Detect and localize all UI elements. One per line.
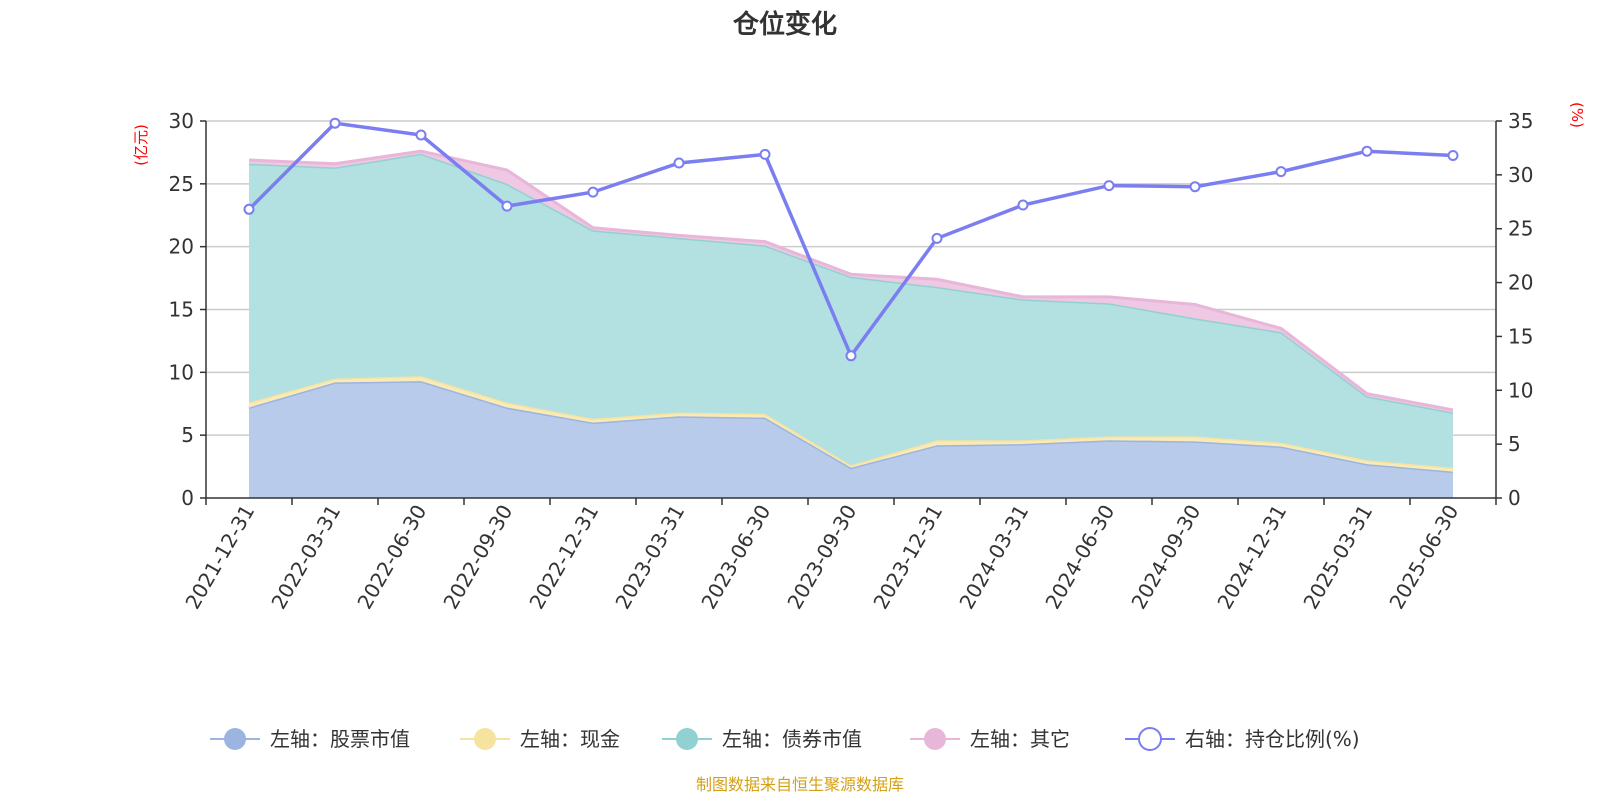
chart-title: 仓位变化	[732, 9, 837, 40]
x-axis-tick-label: 2023-03-31	[610, 501, 689, 614]
left-axis-tick-label: 20	[169, 235, 194, 259]
x-axis-tick-label: 2024-06-30	[1040, 501, 1119, 614]
legend-item: 左轴：股票市值	[210, 727, 410, 751]
left-axis-tick-label: 0	[181, 486, 194, 510]
position-ratio-point	[1361, 145, 1373, 157]
left-axis-tick-label: 10	[169, 360, 194, 384]
legend: 左轴：股票市值 左轴：现金 左轴：债券市值 左轴：其它 右轴：持仓比例(%)	[210, 727, 1360, 751]
x-axis-tick-label: 2022-12-31	[524, 501, 603, 614]
legend-marker	[1138, 727, 1162, 751]
legend-marker	[676, 728, 698, 750]
legend-item: 左轴：其它	[910, 727, 1070, 751]
legend-marker	[924, 728, 946, 750]
legend-label: 左轴：股票市值	[270, 727, 410, 751]
x-axis-tick-label: 2025-06-30	[1384, 501, 1463, 614]
legend-marker	[224, 728, 246, 750]
position-ratio-point	[1275, 166, 1287, 178]
left-axis-tick-label: 25	[169, 172, 194, 196]
right-axis-tick-label: 25	[1508, 217, 1533, 241]
legend-label: 左轴：债券市值	[722, 727, 862, 751]
x-axis-tick-label: 2024-12-31	[1212, 501, 1291, 614]
right-axis-unit: (%)	[1568, 102, 1586, 128]
legend-label: 右轴：持仓比例(%)	[1185, 727, 1360, 751]
x-axis-tick-label: 2023-06-30	[696, 501, 775, 614]
position-ratio-point	[501, 200, 513, 212]
position-ratio-point	[673, 157, 685, 169]
legend-item: 左轴：现金	[460, 727, 620, 751]
x-axis-tick-label: 2023-09-30	[782, 501, 861, 614]
right-axis-tick-label: 20	[1508, 271, 1533, 295]
legend-marker	[474, 728, 496, 750]
legend-label: 左轴：现金	[520, 727, 620, 751]
position-ratio-point	[931, 232, 943, 244]
position-ratio-point	[1103, 180, 1115, 192]
left-axis-tick-label: 5	[181, 423, 194, 447]
position-ratio-point	[1447, 150, 1459, 161]
area-series-2	[249, 153, 1453, 468]
left-axis-unit: (亿元)	[132, 124, 150, 166]
position-ratio-point	[587, 186, 599, 198]
right-axis-tick-label: 30	[1508, 163, 1533, 187]
x-axis-tick-label: 2024-03-31	[954, 501, 1033, 614]
left-axis-tick-label: 30	[169, 109, 194, 133]
stacked-areas	[248, 149, 1454, 498]
legend-item: 左轴：债券市值	[662, 727, 862, 751]
position-ratio-point	[243, 203, 255, 215]
x-axis-tick-label: 2022-06-30	[352, 501, 431, 614]
position-ratio-point	[329, 117, 341, 129]
position-ratio-point	[1189, 181, 1201, 193]
right-axis-tick-label: 5	[1508, 432, 1521, 456]
right-axis-tick-label: 0	[1508, 486, 1521, 510]
right-axis-tick-label: 15	[1508, 324, 1533, 348]
x-axis-tick-label: 2023-12-31	[868, 501, 947, 614]
source-note: 制图数据来自恒生聚源数据库	[696, 775, 904, 794]
legend-item: 右轴：持仓比例(%)	[1125, 727, 1360, 751]
x-axis-tick-label: 2025-03-31	[1298, 501, 1377, 614]
x-axis-tick-label: 2021-12-31	[180, 501, 259, 614]
legend-label: 左轴：其它	[970, 727, 1070, 751]
right-axis-tick-label: 35	[1508, 109, 1533, 133]
position-ratio-point	[759, 148, 771, 160]
position-ratio-line	[243, 117, 1459, 362]
x-axis-tick-label: 2022-09-30	[438, 501, 517, 614]
x-axis-tick-label: 2024-09-30	[1126, 501, 1205, 614]
area-series-0	[249, 381, 1453, 498]
position-ratio-point	[1017, 199, 1029, 211]
x-axis-tick-label: 2022-03-31	[266, 501, 345, 614]
position-ratio-point	[845, 350, 857, 362]
position-ratio-point	[415, 129, 427, 141]
left-axis-tick-label: 15	[169, 298, 194, 322]
right-axis-tick-label: 10	[1508, 378, 1533, 402]
